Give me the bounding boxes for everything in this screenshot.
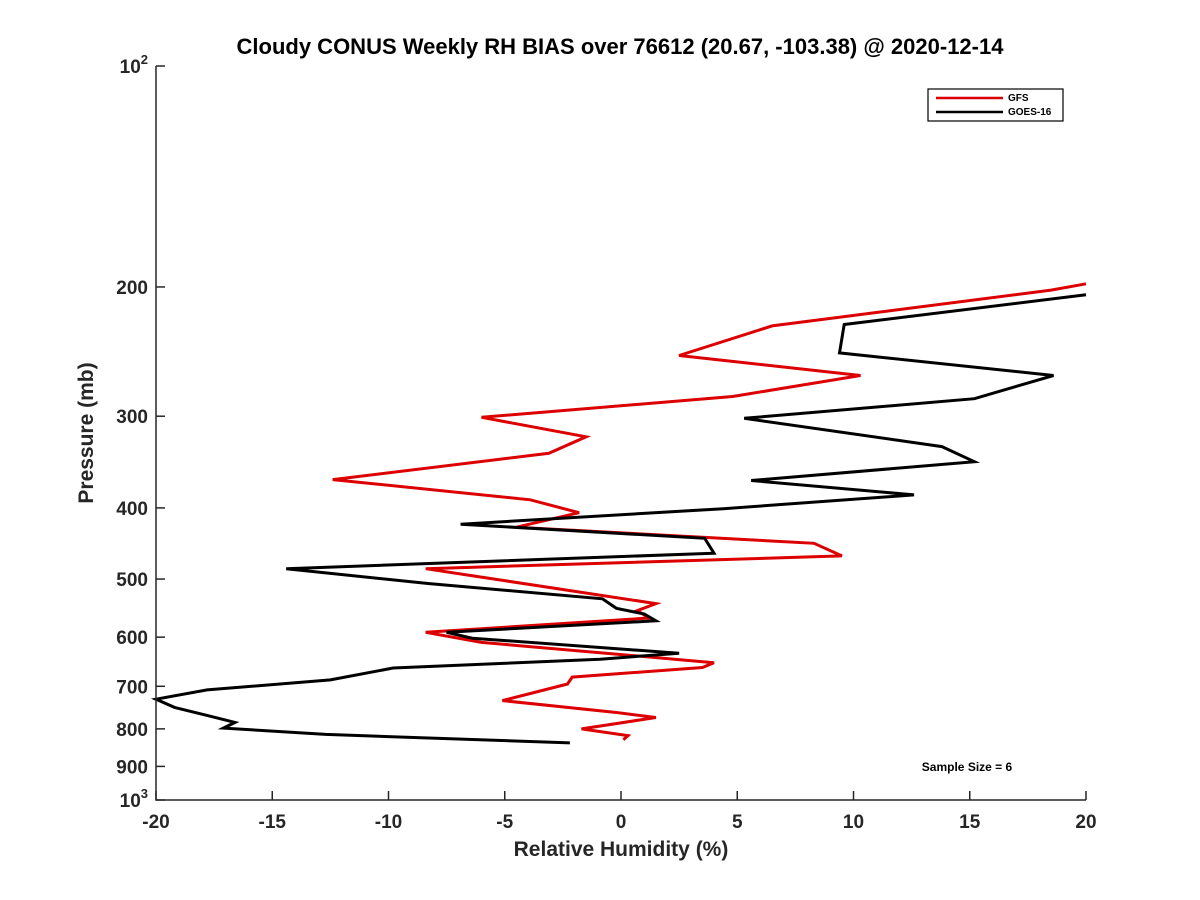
- x-tick-label: 15: [959, 812, 981, 833]
- series-line-gfs: [332, 282, 1087, 741]
- y-tick-label: 800: [116, 720, 148, 741]
- legend-label-gfs: GFS: [1008, 93, 1029, 104]
- x-tick-label: -20: [142, 812, 169, 833]
- y-tick-label: 400: [116, 499, 148, 520]
- y-tick-label: 103: [120, 786, 148, 812]
- x-tick-label: 10: [843, 812, 864, 833]
- y-tick-label: 500: [116, 570, 148, 591]
- y-tick-label: 300: [116, 407, 148, 428]
- x-tick-label: -15: [259, 812, 287, 833]
- plot-area: [150, 66, 1087, 801]
- y-tick-label: 600: [116, 628, 148, 649]
- y-tick-label: 900: [116, 757, 148, 778]
- chart-title: Cloudy CONUS Weekly RH BIAS over 76612 (…: [237, 34, 1005, 59]
- y-tick-label: 700: [116, 677, 148, 698]
- legend-box: [927, 88, 1064, 122]
- x-tick-label: -10: [375, 812, 402, 833]
- y-axis: 102 200 300 400 500 600 700 800 900 103: [116, 52, 165, 812]
- y-tick-label: 200: [116, 278, 148, 299]
- y-axis-label: Pressure (mb): [75, 362, 98, 503]
- x-tick-label: 0: [616, 812, 627, 833]
- sample-size-annotation: Sample Size = 6: [922, 760, 1013, 774]
- x-tick-label: 20: [1075, 812, 1096, 833]
- x-tick-label: -5: [496, 812, 513, 833]
- x-axis: -20 -15 -10 -5 0 5 10 15 20: [142, 791, 1097, 833]
- legend-label-goes16: GOES-16: [1008, 107, 1052, 118]
- x-axis-label: Relative Humidity (%): [514, 838, 729, 861]
- x-tick-label: 5: [732, 812, 743, 833]
- axis-lines: [155, 66, 1086, 801]
- series-lines: [150, 282, 1087, 745]
- series-line-goes16: [150, 293, 1087, 745]
- y-tick-label: 102: [120, 52, 148, 78]
- legend: GFS GOES-16: [927, 88, 1064, 122]
